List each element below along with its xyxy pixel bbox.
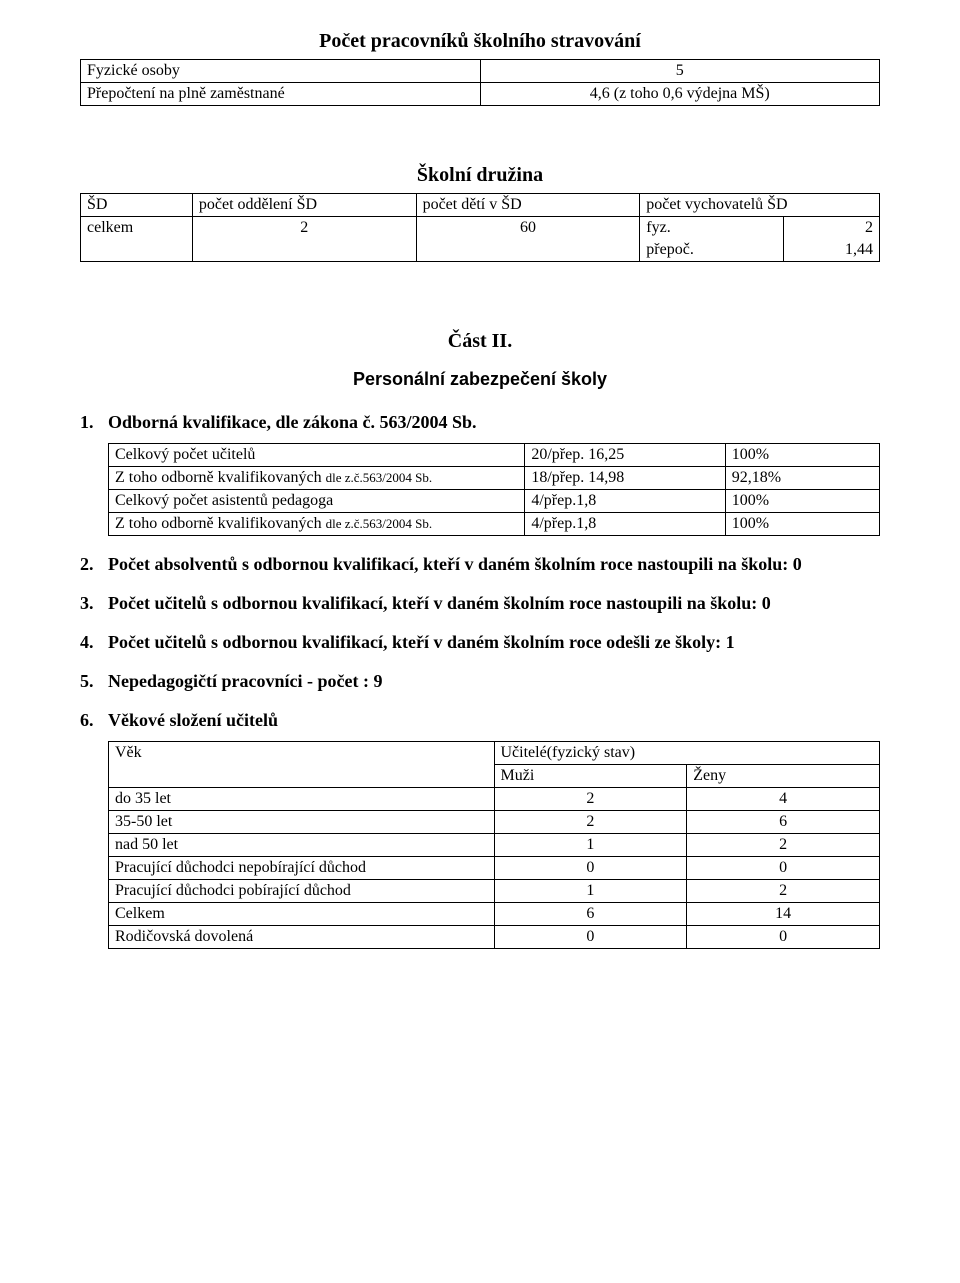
cell: 20/přep. 16,25 (525, 444, 725, 467)
cell-value: 4,6 (z toho 0,6 výdejna MŠ) (480, 83, 880, 106)
list-item-5: Nepedagogičtí pracovníci - počet : 9 (80, 671, 880, 692)
table-row: Přepočtení na plně zaměstnané 4,6 (z toh… (81, 83, 880, 106)
cell: 2 (784, 217, 880, 240)
part2-subtitle: Personální zabezpečení školy (80, 369, 880, 390)
list-item-6: Věkové složení učitelů (80, 710, 880, 731)
table-row: Celkový počet učitelů 20/přep. 16,25 100… (109, 444, 880, 467)
cell-label: Pracující důchodci pobírající důchod (109, 880, 495, 903)
table-row: Věk Učitelé(fyzický stav) (109, 742, 880, 765)
cell: 4/přep.1,8 (525, 513, 725, 536)
hdr: Ženy (687, 765, 880, 788)
cell-label: Celkový počet učitelů (109, 444, 525, 467)
table-row: nad 50 let12 (109, 834, 880, 857)
cell: 2 (192, 217, 416, 262)
cell: 0 (687, 926, 880, 949)
table-row: ŠD počet oddělení ŠD počet dětí v ŠD poč… (81, 194, 880, 217)
catering-table: Fyzické osoby 5 Přepočtení na plně zaměs… (80, 59, 880, 106)
cell-label: Celkový počet asistentů pedagoga (109, 490, 525, 513)
cell: 100% (725, 513, 879, 536)
druzina-table: ŠD počet oddělení ŠD počet dětí v ŠD poč… (80, 193, 880, 262)
cell: fyz. (640, 217, 784, 240)
cell-label: Rodičovská dovolená (109, 926, 495, 949)
table-row: Fyzické osoby 5 (81, 60, 880, 83)
cell-label: Z toho odborně kvalifikovaných dle z.č.5… (109, 467, 525, 490)
cell-value: 5 (480, 60, 880, 83)
cell-label: Pracující důchodci nepobírající důchod (109, 857, 495, 880)
cell: 1,44 (784, 239, 880, 262)
table-row: Z toho odborně kvalifikovaných dle z.č.5… (109, 513, 880, 536)
list-item-4: Počet učitelů s odbornou kvalifikací, kt… (80, 632, 880, 653)
kvalif-table: Celkový počet učitelů 20/přep. 16,25 100… (108, 443, 880, 536)
cell: přepoč. (640, 239, 784, 262)
table-row: Pracující důchodci nepobírající důchod00 (109, 857, 880, 880)
cell: 6 (687, 811, 880, 834)
table-row: Celkem614 (109, 903, 880, 926)
cell-label: Fyzické osoby (81, 60, 481, 83)
age-table: Věk Učitelé(fyzický stav) Muži Ženy do 3… (108, 741, 880, 949)
cell: 92,18% (725, 467, 879, 490)
cell: 1 (494, 880, 687, 903)
cell: 2 (687, 880, 880, 903)
cell: 6 (494, 903, 687, 926)
hdr: Věk (109, 742, 495, 788)
hdr: Učitelé(fyzický stav) (494, 742, 880, 765)
list-item-2: Počet absolventů s odbornou kvalifikací,… (80, 554, 880, 575)
cell: 2 (494, 788, 687, 811)
cell: 2 (687, 834, 880, 857)
cell: 100% (725, 444, 879, 467)
table-row: celkem 2 60 fyz. 2 (81, 217, 880, 240)
part2-title: Část II. (80, 330, 880, 353)
hdr: počet dětí v ŠD (416, 194, 640, 217)
cell-label: do 35 let (109, 788, 495, 811)
cell: 0 (687, 857, 880, 880)
cell-label: 35-50 let (109, 811, 495, 834)
cell: 100% (725, 490, 879, 513)
druzina-title: Školní družina (80, 164, 880, 187)
cell: 18/přep. 14,98 (525, 467, 725, 490)
table-row: Pracující důchodci pobírající důchod12 (109, 880, 880, 903)
cell: 4/přep.1,8 (525, 490, 725, 513)
cell-label: Celkem (109, 903, 495, 926)
list-item-3: Počet učitelů s odbornou kvalifikací, kt… (80, 593, 880, 614)
hdr: Muži (494, 765, 687, 788)
table-row: Celkový počet asistentů pedagoga 4/přep.… (109, 490, 880, 513)
cell: 2 (494, 811, 687, 834)
hdr: počet oddělení ŠD (192, 194, 416, 217)
table-row: Rodičovská dovolená00 (109, 926, 880, 949)
cell: 14 (687, 903, 880, 926)
cell: 0 (494, 857, 687, 880)
kvalif-heading: Odborná kvalifikace, dle zákona č. 563/2… (108, 412, 880, 433)
cell-label: nad 50 let (109, 834, 495, 857)
table-row: 35-50 let26 (109, 811, 880, 834)
cell-label: Z toho odborně kvalifikovaných dle z.č.5… (109, 513, 525, 536)
cell: 0 (494, 926, 687, 949)
hdr: počet vychovatelů ŠD (640, 194, 880, 217)
table-row: Z toho odborně kvalifikovaných dle z.č.5… (109, 467, 880, 490)
cell: 4 (687, 788, 880, 811)
cell-label: celkem (81, 217, 193, 262)
cell: 1 (494, 834, 687, 857)
cell: 60 (416, 217, 640, 262)
catering-title: Počet pracovníků školního stravování (80, 30, 880, 53)
cell-label: Přepočtení na plně zaměstnané (81, 83, 481, 106)
table-row: do 35 let24 (109, 788, 880, 811)
hdr: ŠD (81, 194, 193, 217)
list-item-1: Odborná kvalifikace, dle zákona č. 563/2… (80, 412, 880, 433)
